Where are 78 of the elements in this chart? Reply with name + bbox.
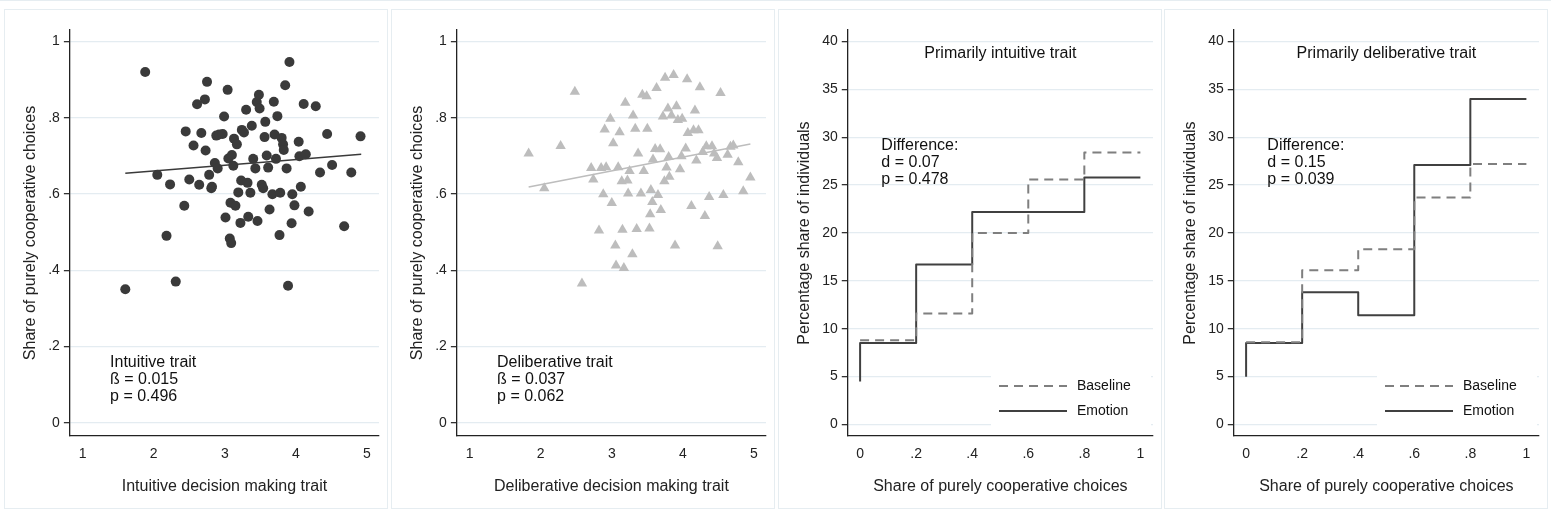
- annotation: p = 0.496: [110, 387, 178, 405]
- y-tick-label: 10: [822, 319, 838, 336]
- y-axis-title: Percentage share of individuals: [795, 121, 813, 345]
- y-tick-label: 40: [822, 32, 838, 49]
- legend-label: Emotion: [1077, 401, 1129, 418]
- y-axis-title: Share of purely cooperative choices: [408, 105, 426, 361]
- x-tick-label: .8: [1078, 445, 1091, 462]
- y-tick-label: 35: [1208, 80, 1224, 97]
- x-tick-label: .6: [1022, 445, 1035, 462]
- y-tick-label: .8: [435, 108, 448, 125]
- x-tick-label: 0: [856, 445, 865, 462]
- annotation: Intuitive trait: [110, 353, 197, 371]
- y-tick-label: 30: [822, 128, 838, 145]
- y-tick-label: .2: [48, 337, 61, 354]
- y-tick-label: 20: [1208, 223, 1224, 240]
- y-axis-title: Percentage share of individuals: [1181, 121, 1199, 345]
- legend-label: Baseline: [1077, 376, 1131, 393]
- x-tick-label: 1: [1136, 445, 1145, 462]
- y-tick-label: 5: [1215, 367, 1224, 384]
- y-tick-label: .6: [48, 184, 61, 201]
- annotation: p = 0.478: [881, 170, 949, 187]
- y-axis-title: Share of purely cooperative choices: [21, 105, 39, 361]
- y-tick-label: 15: [1208, 271, 1224, 288]
- x-tick-label: 3: [220, 445, 229, 462]
- y-tick-label: .6: [435, 184, 448, 201]
- y-tick-label: 0: [52, 413, 61, 430]
- text: Primarily intuitive trait: [924, 44, 1077, 62]
- x-tick-label: .2: [910, 445, 923, 462]
- x-axis-title: Deliberative decision making trait: [494, 476, 730, 494]
- annotation: ß = 0.037: [497, 370, 566, 388]
- annotation: p = 0.039: [1267, 170, 1335, 187]
- annotation: d = 0.07: [881, 153, 940, 170]
- x-axis-title: Intuitive decision making trait: [121, 476, 328, 494]
- x-tick-label: .4: [1352, 445, 1365, 462]
- x-tick-label: 1: [78, 445, 87, 462]
- legend-label: Emotion: [1463, 401, 1515, 418]
- y-tick-label: 25: [822, 175, 838, 192]
- y-tick-label: 5: [829, 367, 838, 384]
- x-tick-label: 4: [678, 445, 687, 462]
- x-tick-label: 3: [607, 445, 616, 462]
- annotation: ß = 0.015: [110, 370, 179, 388]
- x-axis-title: Share of purely cooperative choices: [1259, 476, 1514, 494]
- annotation: d = 0.15: [1267, 153, 1326, 170]
- x-tick-label: 5: [750, 445, 759, 462]
- y-tick-label: .2: [435, 337, 448, 354]
- x-tick-label: .4: [966, 445, 979, 462]
- text: Primarily deliberative trait: [1296, 44, 1477, 62]
- y-tick-label: 40: [1208, 32, 1224, 49]
- annotation: Difference:: [881, 136, 959, 153]
- y-tick-label: 0: [1215, 415, 1224, 432]
- x-axis-title: Share of purely cooperative choices: [873, 476, 1128, 494]
- legend-label: Baseline: [1463, 376, 1517, 393]
- x-tick-label: 5: [363, 445, 372, 462]
- annotation: p = 0.062: [497, 387, 565, 405]
- y-tick-label: 10: [1208, 319, 1224, 336]
- y-tick-label: 0: [829, 415, 838, 432]
- y-tick-label: 30: [1208, 128, 1224, 145]
- annotation: Difference:: [1267, 136, 1345, 153]
- y-tick-label: .4: [48, 261, 61, 278]
- y-tick-label: .8: [48, 108, 61, 125]
- x-tick-label: .6: [1408, 445, 1421, 462]
- x-tick-label: 2: [536, 445, 545, 462]
- y-tick-label: 25: [1208, 175, 1224, 192]
- y-tick-label: 0: [439, 413, 448, 430]
- x-tick-label: 1: [1522, 445, 1531, 462]
- y-tick-label: 15: [822, 271, 838, 288]
- x-tick-label: 2: [149, 445, 158, 462]
- x-tick-label: 1: [465, 445, 474, 462]
- x-tick-label: .8: [1464, 445, 1477, 462]
- x-tick-label: 0: [1242, 445, 1251, 462]
- y-tick-label: 20: [822, 223, 838, 240]
- annotation: Deliberative trait: [497, 353, 614, 371]
- y-tick-label: 1: [52, 32, 61, 49]
- x-tick-label: .2: [1296, 445, 1309, 462]
- y-tick-label: 1: [439, 32, 448, 49]
- y-tick-label: 35: [822, 80, 838, 97]
- x-tick-label: 4: [291, 445, 300, 462]
- y-tick-label: .4: [435, 261, 448, 278]
